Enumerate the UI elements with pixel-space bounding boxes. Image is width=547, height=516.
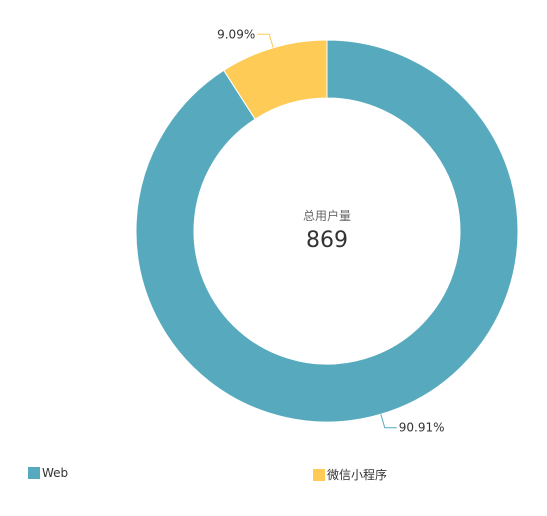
center-title: 总用户量 (302, 209, 351, 223)
legend-swatch-web (28, 467, 40, 479)
leader-line-web (380, 414, 397, 429)
leader-line-wechat-mini-program (257, 33, 274, 48)
legend-item-web[interactable]: Web (28, 466, 68, 480)
center-total-value: 869 (306, 228, 348, 253)
legend-label-wechat-mini-program: 微信小程序 (327, 468, 388, 482)
percent-label-wechat-mini-program: 9.09% (217, 27, 255, 41)
slice-wechat-mini-program[interactable] (223, 39, 328, 120)
legend-label-web: Web (42, 466, 69, 480)
percent-label-web: 90.91% (399, 421, 445, 435)
legend-swatch-wechat-mini-program (313, 468, 325, 481)
legend-item-wechat-mini-program[interactable]: 微信小程序 (313, 466, 387, 483)
slice-web[interactable] (135, 39, 519, 423)
